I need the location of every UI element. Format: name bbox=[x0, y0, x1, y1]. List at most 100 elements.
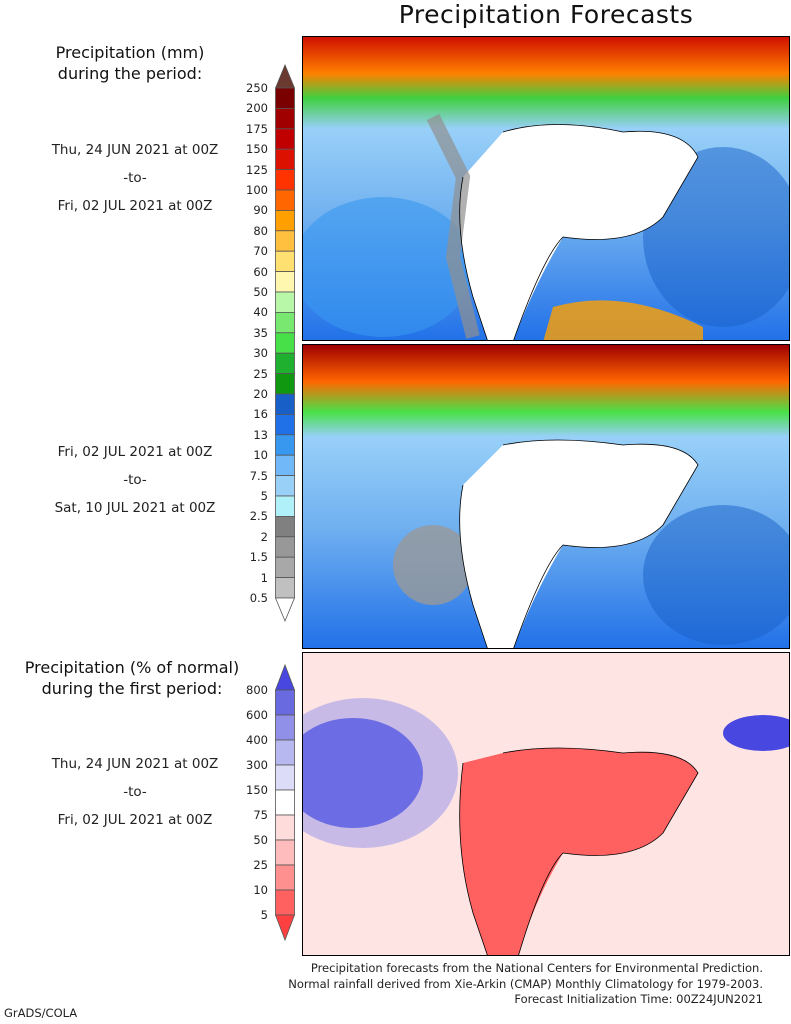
mm-colorbar-tick-label: 10 bbox=[253, 448, 268, 463]
pct-colorbar-tick-label: 300 bbox=[246, 758, 268, 772]
pct-header: Precipitation (% of normal) during the f… bbox=[0, 657, 268, 699]
mm-header: Precipitation (mm) during the period: bbox=[0, 42, 260, 84]
mm-colorbar-tick-label: 40 bbox=[253, 305, 268, 320]
mm-colorbar-tick-label: 25 bbox=[253, 366, 268, 381]
footer-init-time: Forecast Initialization Time: 00Z24JUN20… bbox=[514, 992, 763, 1006]
mm-colorbar-segment bbox=[275, 108, 295, 130]
mm-colorbar-tick-label: 5 bbox=[260, 489, 268, 503]
pct-colorbar-segment bbox=[275, 839, 295, 866]
mm-colorbar-tick-label: 1.5 bbox=[249, 550, 268, 565]
mm-colorbar-tick-label: 150 bbox=[246, 142, 268, 157]
mm-colorbar-tick-label: 250 bbox=[246, 81, 268, 95]
mm-colorbar-segment bbox=[275, 536, 295, 558]
mm-colorbar-segment bbox=[275, 413, 295, 436]
mm-colorbar-segment bbox=[275, 189, 295, 211]
mm-colorbar-tick-label: 2.5 bbox=[249, 509, 268, 524]
period3-end: Fri, 02 JUL 2021 at 00Z bbox=[57, 812, 213, 828]
footer: Precipitation forecasts from the Nationa… bbox=[288, 961, 763, 1008]
mm-colorbar-tick-label: 1 bbox=[260, 570, 268, 585]
mm-colorbar-segment bbox=[275, 311, 295, 334]
pct-colorbar-tick-label: 25 bbox=[253, 858, 268, 872]
mm-header-line2: during the period: bbox=[57, 64, 203, 83]
mm-colorbar-tick-label: 70 bbox=[253, 244, 268, 259]
mm-colorbar-tick-label: 0.5 bbox=[249, 591, 268, 605]
pct-colorbar-tick-label: 75 bbox=[253, 808, 268, 822]
mm-colorbar-segment bbox=[275, 454, 295, 477]
mm-colorbar-segment bbox=[275, 169, 295, 191]
mm-colorbar-tick-label: 13 bbox=[253, 427, 268, 442]
mm-colorbar-segment bbox=[275, 230, 295, 252]
period2-sep: -to- bbox=[123, 472, 147, 488]
mm-colorbar-segment bbox=[275, 148, 295, 170]
pct-colorbar-segment bbox=[275, 889, 295, 916]
grads-credit: GrADS/COLA bbox=[4, 1006, 78, 1020]
mm-colorbar-tick-label: 20 bbox=[253, 387, 268, 401]
footer-line1: Precipitation forecasts from the Nationa… bbox=[310, 961, 763, 975]
pct-colorbar-segment bbox=[275, 689, 295, 716]
period3-sep: -to- bbox=[123, 784, 147, 800]
mm-colorbar-tick-label: 2 bbox=[260, 529, 268, 544]
mm-colorbar-segment bbox=[275, 515, 295, 538]
mm-colorbar-segment bbox=[275, 434, 295, 456]
mm-colorbar-segment bbox=[275, 332, 295, 354]
pct-colorbar-tick-label: 600 bbox=[246, 708, 268, 722]
mm-colorbar-tick-label: 35 bbox=[253, 325, 268, 340]
mm-colorbar-tick-label: 60 bbox=[253, 264, 268, 279]
pct-colorbar-segment bbox=[275, 814, 295, 841]
pct-colorbar-tick-label: 10 bbox=[253, 883, 268, 897]
mm-colorbar bbox=[274, 64, 296, 623]
mm-colorbar-segment bbox=[275, 291, 295, 313]
pct-colorbar-segment bbox=[275, 714, 295, 741]
pct-colorbar-tick-label: 800 bbox=[246, 683, 268, 697]
pct-colorbar-bottom-arrow bbox=[274, 914, 296, 942]
mm-colorbar-segment bbox=[275, 475, 295, 497]
mm-colorbar-segment bbox=[275, 352, 295, 375]
mm-colorbar-bottom-arrow bbox=[274, 597, 296, 623]
period1-sep: -to- bbox=[123, 170, 147, 186]
pct-colorbar-tick-label: 400 bbox=[246, 733, 268, 747]
mm-colorbar-tick-label: 16 bbox=[253, 407, 268, 422]
mm-colorbar-segment bbox=[275, 495, 295, 517]
pct-colorbar-segment bbox=[275, 764, 295, 791]
mm-colorbar-tick-label: 50 bbox=[253, 285, 268, 299]
period1-start: Thu, 24 JUN 2021 at 00Z bbox=[51, 142, 219, 158]
footer-line2: Normal rainfall derived from Xie-Arkin (… bbox=[288, 976, 763, 991]
period2-start: Fri, 02 JUL 2021 at 00Z bbox=[57, 444, 213, 460]
pct-colorbar-segment bbox=[275, 789, 295, 816]
pct-colorbar-tick-label: 150 bbox=[246, 783, 268, 797]
map-period1 bbox=[302, 36, 790, 341]
mm-colorbar-segment bbox=[275, 556, 295, 579]
pct-header-line2: during the first period: bbox=[41, 679, 223, 698]
page-title: Precipitation Forecasts bbox=[398, 0, 694, 29]
period2-end: Sat, 10 JUL 2021 at 00Z bbox=[54, 500, 216, 516]
mm-colorbar-segment bbox=[275, 373, 295, 395]
mm-colorbar-segment bbox=[275, 393, 295, 415]
pct-colorbar-segment bbox=[275, 739, 295, 766]
pct-colorbar-top-arrow bbox=[274, 664, 296, 691]
mm-colorbar-segment bbox=[275, 209, 295, 232]
mm-colorbar-segment bbox=[275, 577, 295, 599]
mm-colorbar-tick-label: 175 bbox=[246, 121, 268, 136]
period1-end: Fri, 02 JUL 2021 at 00Z bbox=[57, 198, 213, 214]
mm-header-line1: Precipitation (mm) bbox=[55, 43, 205, 62]
mm-colorbar-tick-label: 200 bbox=[246, 101, 268, 116]
mm-colorbar-tick-label: 7.5 bbox=[249, 468, 268, 483]
mm-colorbar-tick-label: 125 bbox=[246, 162, 268, 177]
mm-colorbar-tick-label: 30 bbox=[253, 346, 268, 361]
mm-colorbar-segment bbox=[275, 128, 295, 150]
map-percent-normal bbox=[302, 652, 790, 956]
mm-colorbar-tick-label: 100 bbox=[246, 183, 268, 197]
pct-colorbar-tick-label: 50 bbox=[253, 833, 268, 847]
pct-colorbar-segment bbox=[275, 864, 295, 891]
mm-colorbar-segment bbox=[275, 250, 295, 272]
mm-colorbar-tick-label: 80 bbox=[253, 223, 268, 238]
map-period2 bbox=[302, 344, 790, 649]
pct-header-line1: Precipitation (% of normal) bbox=[24, 658, 240, 677]
pct-colorbar bbox=[274, 664, 296, 942]
mm-colorbar-segment bbox=[275, 271, 295, 293]
mm-colorbar-segment bbox=[275, 87, 295, 109]
period3-start: Thu, 24 JUN 2021 at 00Z bbox=[51, 756, 219, 772]
mm-colorbar-top-arrow bbox=[274, 64, 296, 89]
mm-colorbar-tick-label: 90 bbox=[253, 203, 268, 218]
